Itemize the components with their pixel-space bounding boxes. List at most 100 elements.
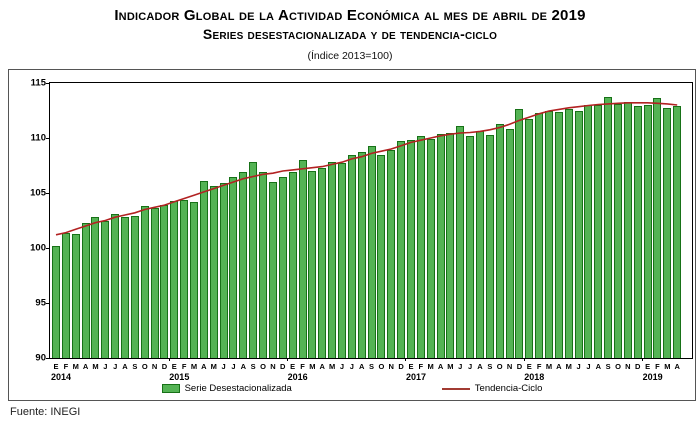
x-month-label: A [122,362,128,371]
x-month-label: N [388,362,394,371]
x-month-label: A [358,362,365,371]
x-month-label: O [496,362,503,371]
y-tick-mark [46,248,50,249]
x-month-label: J [339,362,345,371]
x-month-label: O [141,362,148,371]
x-year-label-2017: 2017 [405,372,426,382]
y-tick-label-110: 110 [30,132,46,144]
y-tick-label-115: 115 [30,77,46,89]
x-month-label: A [674,362,680,371]
x-month-label: F [418,362,424,371]
x-month-label: E [171,362,177,371]
bar-2018-4 [554,111,563,358]
x-month-label: M [545,362,553,371]
bar-2019-2 [653,98,662,358]
y-tick-mark [46,193,50,194]
bar-2016-10 [377,154,386,358]
x-year-label-2018: 2018 [524,372,545,382]
bar-2017-2 [416,135,425,358]
x-month-label: J [231,362,236,371]
x-year-label-2016: 2016 [287,372,308,382]
x-month-label: A [477,362,483,371]
x-month-label: S [132,362,138,371]
year-boundary-tick [168,358,170,361]
x-month-label: S [605,362,611,371]
y-tick-mark [46,83,50,84]
bar-2016-2 [298,160,307,358]
bar-2015-4 [199,180,208,358]
bar-2017-6 [456,125,465,358]
x-month-label: J [349,362,354,371]
x-month-label: M [565,362,572,371]
plot-area: 90 95 100 105 110 115 E 2014 F M A M J J A S O N D E 2015 F M A… [30,78,693,382]
x-month-label: A [201,362,207,371]
bar-2014-4 [81,222,90,358]
figure-border-box: 90 95 100 105 110 115 E 2014 F M A M J J A S O N D E 2015 F M A… [8,69,696,401]
bar-2017-9 [485,134,494,358]
x-month-label: E [645,362,651,371]
bar-2017-12 [515,109,524,358]
bar-2014-3 [71,233,80,358]
legend-item-desestacionalizada: Serie Desestacionalizada [161,383,292,394]
bar-2015-12 [278,176,287,358]
legend: Serie Desestacionalizada Tendencia-Ciclo [9,383,695,394]
bar-2016-4 [318,167,327,358]
bar-2015-3 [190,201,199,358]
x-month-label: A [240,362,247,371]
x-month-label: J [221,362,226,371]
x-month-label: M [447,362,454,371]
bar-2018-1 [525,119,534,358]
x-year-label-2019: 2019 [642,372,663,382]
index-base-note: (Índice 2013=100) [307,50,393,62]
x-month-label: A [319,362,325,371]
legend-item-tendencia: Tendencia-Ciclo [441,383,543,394]
source-note: Fuente: INEGI [10,406,81,418]
legend-line-label: Tendencia-Ciclo [474,383,543,394]
x-month-label: S [369,362,375,371]
y-tick-mark [46,138,50,139]
tendencia-ciclo-line [55,101,678,236]
bar-2015-9 [249,162,258,358]
x-month-label: A [595,362,601,371]
y-tick-label-90: 90 [35,352,46,364]
x-month-label: O [260,362,266,371]
red-line-swatch-icon [441,387,470,390]
y-tick-mark [46,303,50,304]
x-month-label: N [506,362,513,371]
bar-2014-9 [130,216,139,358]
bar-2014-11 [150,208,159,358]
x-month-label: A [556,362,562,371]
x-month-label: E [53,362,59,371]
bar-2018-8 [594,105,603,358]
y-tick-mark [46,358,50,359]
x-month-label: J [468,362,473,371]
x-month-label: M [328,362,336,371]
year-boundary-tick [642,358,644,361]
x-month-label: S [250,362,256,371]
x-month-label: J [576,362,581,371]
bar-2019-4 [673,106,682,358]
x-month-label: E [526,362,532,371]
x-year-label-2014: 2014 [50,372,72,382]
x-month-label: M [427,362,434,371]
x-month-label: J [458,362,463,371]
bar-2016-5 [328,162,337,358]
bar-2017-11 [505,129,514,358]
bar-2016-9 [367,145,376,358]
bar-2018-9 [604,97,613,358]
bar-2015-2 [180,199,189,358]
bar-2016-8 [357,152,366,358]
green-bar-swatch-icon [161,384,180,393]
bar-2017-5 [446,132,455,358]
x-month-label: F [655,362,660,371]
x-month-label: M [210,362,217,371]
x-month-label: S [487,362,493,371]
bar-2017-1 [406,140,415,358]
x-month-label: M [92,362,99,371]
bar-2014-8 [121,217,130,358]
bar-2019-3 [663,108,672,358]
bar-2018-10 [614,103,623,358]
bar-2014-7 [111,213,120,358]
bar-2018-6 [574,110,583,358]
